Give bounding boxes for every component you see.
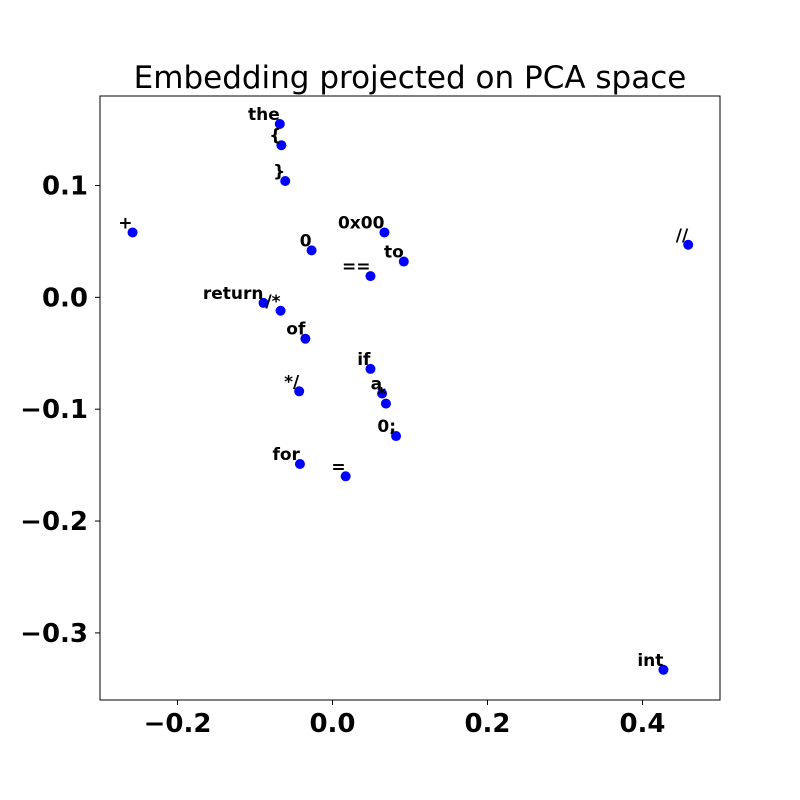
x-tick-label: 0.0	[309, 709, 355, 739]
data-point	[379, 227, 390, 238]
data-point	[658, 664, 669, 675]
data-point	[365, 363, 376, 374]
data-point	[275, 305, 286, 316]
y-tick-label: −0.2	[20, 507, 88, 537]
point-label: ==	[342, 257, 371, 277]
point-label: 0	[300, 231, 312, 251]
point-labels: the{} + 0x00 0 to == // return/* of ifa* */ 0; for = i…	[118, 105, 689, 671]
y-axis: −0.3 −0.2 −0.1 0.0 0.1	[20, 171, 100, 649]
point-label: /*	[265, 292, 280, 312]
x-axis: −0.2 0.0 0.2 0.4	[144, 700, 666, 739]
point-label: 0x00	[338, 213, 385, 233]
point-label: =	[331, 457, 345, 477]
scatter-points	[127, 118, 694, 675]
data-point	[274, 118, 285, 129]
point-label: int	[637, 651, 663, 671]
data-point	[683, 239, 694, 250]
data-point	[340, 471, 351, 482]
data-point	[398, 256, 409, 267]
point-label: 0;	[377, 417, 396, 437]
x-tick-label: −0.2	[144, 709, 212, 739]
data-point	[276, 140, 287, 151]
point-label: *	[377, 385, 386, 405]
data-point	[127, 227, 138, 238]
point-label: return	[203, 284, 264, 304]
point-label: +	[118, 213, 132, 233]
chart-title: Embedding projected on PCA space	[134, 60, 687, 96]
point-label: a	[371, 375, 382, 395]
point-label: }	[273, 162, 285, 182]
data-point	[377, 388, 388, 399]
y-tick-label: −0.1	[20, 395, 88, 425]
x-tick-label: 0.4	[619, 709, 665, 739]
y-tick-label: 0.1	[42, 171, 88, 201]
point-label: the	[248, 105, 280, 125]
data-point	[380, 398, 391, 409]
point-label: */	[284, 372, 300, 392]
y-tick-label: −0.3	[20, 619, 88, 649]
data-point	[258, 297, 269, 308]
point-label: {	[269, 126, 281, 146]
point-label: for	[272, 445, 300, 465]
x-tick-label: 0.2	[464, 709, 510, 739]
data-point	[306, 245, 317, 256]
point-label: if	[357, 350, 371, 370]
data-point	[300, 333, 311, 344]
y-tick-label: 0.0	[42, 283, 88, 313]
point-label: //	[676, 226, 689, 246]
data-point	[391, 431, 402, 442]
data-point	[280, 176, 291, 187]
plot-area-frame	[99, 95, 721, 701]
point-label: of	[286, 320, 306, 340]
data-point	[294, 458, 305, 469]
data-point	[294, 386, 305, 397]
data-point	[365, 271, 376, 282]
point-label: to	[384, 243, 404, 263]
